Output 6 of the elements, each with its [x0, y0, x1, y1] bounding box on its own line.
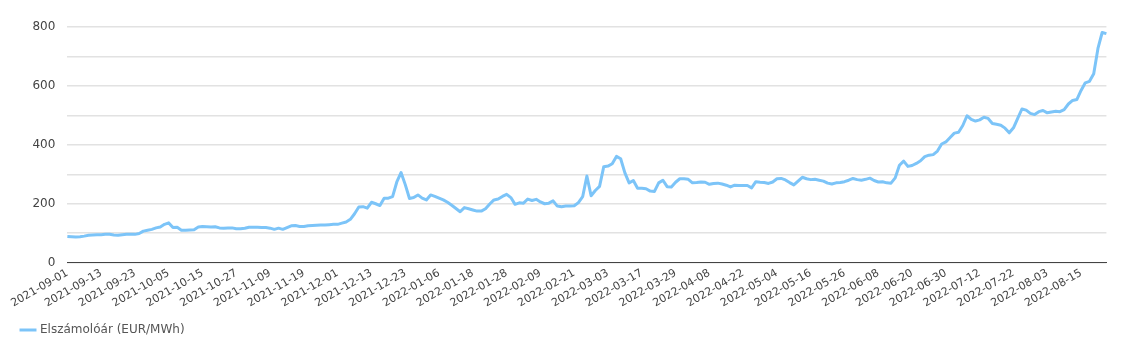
- legend-label: Elszámolóár (EUR/MWh): [40, 322, 185, 337]
- y-tick-label: 400: [32, 137, 56, 152]
- y-tick-label: 600: [32, 78, 56, 93]
- y-tick-label: 200: [32, 195, 56, 210]
- y-tick-label: 800: [32, 19, 56, 34]
- y-tick-label: 0: [47, 254, 56, 269]
